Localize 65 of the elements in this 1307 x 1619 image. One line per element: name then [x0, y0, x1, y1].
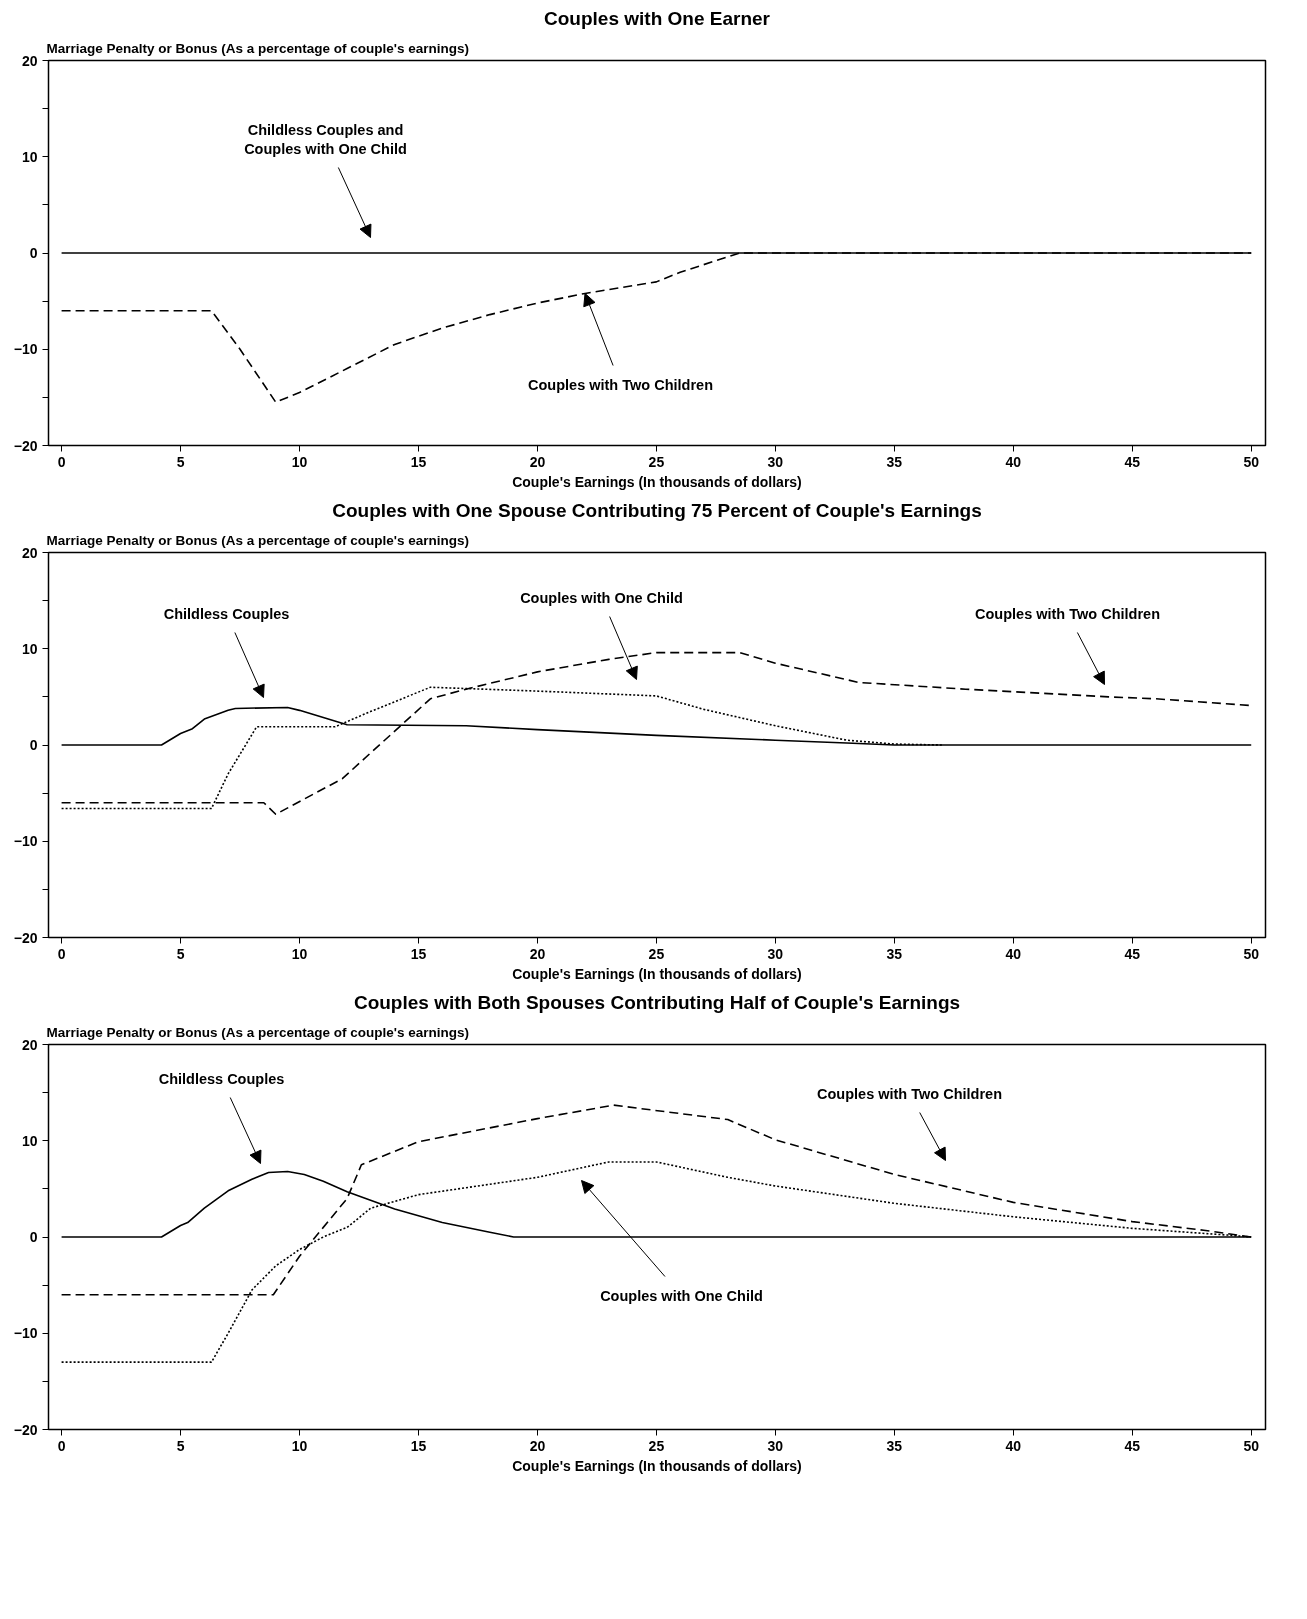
- x-tick-label: 30: [767, 453, 784, 470]
- annotation: Couples with Two Children: [975, 605, 1161, 622]
- y-tick-label: 20: [21, 544, 38, 561]
- y-tick-label: 0: [29, 245, 38, 261]
- x-tick-label: 10: [291, 1437, 308, 1454]
- annotation: Couples with One Child: [520, 589, 683, 606]
- y-tick-label: −20: [13, 437, 38, 454]
- x-tick-label: 0: [57, 453, 66, 470]
- y-tick-label: 10: [21, 640, 38, 657]
- y-tick-label: −10: [13, 1325, 38, 1342]
- x-tick-label: 10: [291, 453, 308, 470]
- chart-title: Couples with Both Spouses Contributing Half of Couple's Earnings: [353, 991, 961, 1013]
- x-tick-label: 40: [1005, 945, 1022, 962]
- x-axis-title: Couple's Earnings (In thousands of dollars): [512, 965, 802, 982]
- x-tick-label: 45: [1124, 453, 1141, 470]
- y-tick-label: −10: [13, 833, 38, 850]
- x-tick-label: 50: [1243, 1437, 1260, 1454]
- y-axis-title: Marriage Penalty or Bonus (As a percentage of couple's earnings): [46, 1024, 470, 1040]
- x-tick-label: 50: [1243, 453, 1260, 470]
- x-tick-label: 40: [1005, 453, 1022, 470]
- x-tick-label: 45: [1124, 1437, 1141, 1454]
- x-tick-label: 0: [57, 945, 66, 962]
- x-axis-title: Couple's Earnings (In thousands of dollars): [512, 1457, 802, 1474]
- x-tick-label: 5: [176, 945, 185, 962]
- x-tick-label: 35: [886, 945, 903, 962]
- x-tick-label: 15: [410, 453, 427, 470]
- x-tick-label: 25: [648, 945, 665, 962]
- annotation: Couples with One Child: [600, 1287, 763, 1304]
- x-axis-title: Couple's Earnings (In thousands of dollars): [512, 473, 802, 490]
- annotation: Childless Couples: [163, 605, 290, 622]
- x-tick-label: 40: [1005, 1437, 1022, 1454]
- y-tick-label: 20: [21, 52, 38, 69]
- y-tick-label: 10: [21, 1132, 38, 1149]
- x-tick-label: 10: [291, 945, 308, 962]
- x-tick-label: 25: [648, 453, 665, 470]
- x-tick-label: 20: [529, 453, 546, 470]
- x-tick-label: 35: [886, 453, 903, 470]
- annotation: Childless Couples: [158, 1070, 285, 1087]
- chart-title: Couples with One Spouse Contributing 75 Percent of Couple's Earnings: [332, 499, 982, 521]
- x-tick-label: 15: [410, 945, 427, 962]
- x-tick-label: 20: [529, 945, 546, 962]
- y-axis-title: Marriage Penalty or Bonus (As a percentage of couple's earnings): [46, 40, 470, 56]
- annotation: Couples with Two Children: [528, 376, 714, 393]
- y-tick-label: −20: [13, 929, 38, 946]
- x-tick-label: 30: [767, 945, 784, 962]
- x-tick-label: 20: [529, 1437, 546, 1454]
- x-tick-label: 25: [648, 1437, 665, 1454]
- x-tick-label: 0: [57, 1437, 66, 1454]
- annotation: Couples with Two Children: [817, 1085, 1003, 1102]
- x-tick-label: 50: [1243, 945, 1260, 962]
- y-tick-label: −10: [13, 341, 38, 358]
- x-tick-label: 5: [176, 1437, 185, 1454]
- x-tick-label: 30: [767, 1437, 784, 1454]
- x-tick-label: 15: [410, 1437, 427, 1454]
- y-tick-label: 0: [29, 1229, 38, 1245]
- y-tick-label: 10: [21, 148, 38, 165]
- y-tick-label: −20: [13, 1421, 38, 1438]
- x-tick-label: 45: [1124, 945, 1141, 962]
- x-tick-label: 35: [886, 1437, 903, 1454]
- y-tick-label: 20: [21, 1036, 38, 1053]
- y-axis-title: Marriage Penalty or Bonus (As a percentage of couple's earnings): [46, 532, 470, 548]
- annotation: Childless Couples and Couples with One Child: [244, 121, 407, 158]
- y-tick-label: 0: [29, 737, 38, 753]
- chart-title: Couples with One Earner: [544, 7, 771, 29]
- x-tick-label: 5: [176, 453, 185, 470]
